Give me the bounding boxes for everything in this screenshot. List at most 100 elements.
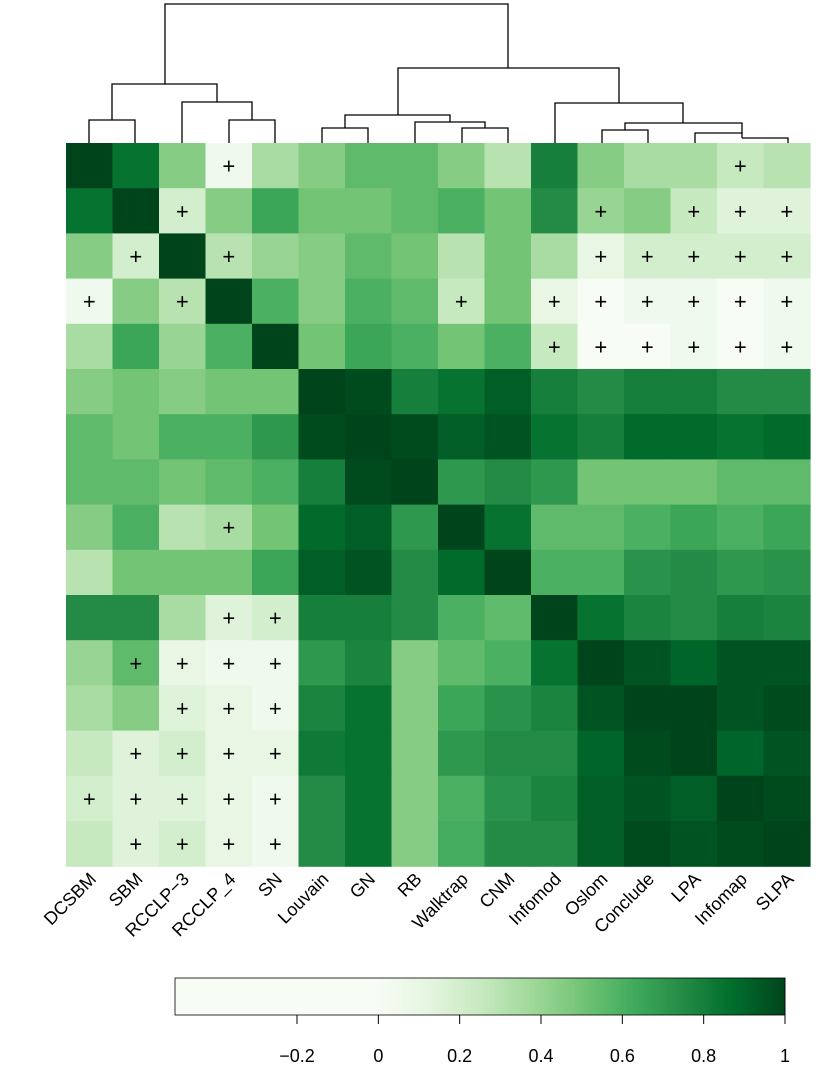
colorbar-swatch [489,978,493,1015]
heatmap-cell [252,730,300,777]
heatmap-cell [66,459,114,506]
colorbar-swatch [406,978,411,1015]
colorbar-swatch [748,978,752,1015]
colorbar-swatch [236,978,240,1015]
heatmap-cell [624,685,672,732]
colorbar-swatch [455,978,460,1015]
heatmap-cell [577,504,625,551]
colorbar-swatch [781,978,786,1015]
heatmap-cell [438,821,486,867]
heatmap-cell [624,188,672,234]
colorbar-swatch [464,978,469,1015]
heatmap-cell [205,504,253,551]
heatmap-cell [205,414,253,460]
colorbar-tick-label: 0.6 [610,1046,635,1066]
colorbar-swatch [257,978,261,1015]
heatmap-cell [205,143,253,189]
heatmap-cell [252,549,300,596]
heatmap-cell [438,775,486,822]
heatmap-cell [531,369,579,415]
colorbar-swatch [580,978,585,1015]
heatmap-cell [531,188,579,234]
colorbar-swatch [638,978,643,1015]
colorbar-swatch [528,978,533,1015]
heatmap-cell [717,233,765,280]
colorbar-swatch [461,978,466,1015]
heatmap-cell [670,188,718,234]
heatmap-cell [252,143,300,189]
significance-mark: + [269,786,282,811]
heatmap-cell [391,640,439,686]
colorbar-swatch [586,978,591,1015]
colorbar-swatch [507,978,511,1015]
colorbar-swatch [467,978,472,1015]
heatmap-cell [345,504,393,551]
colorbar-swatch [431,978,435,1015]
colorbar-swatch [434,978,438,1015]
heatmap-cell [205,685,253,732]
heatmap-cell [624,504,672,551]
heatmap-cell [205,459,253,506]
heatmap-cell [484,685,532,732]
colorbar-swatch [193,978,197,1015]
significance-mark: + [222,515,235,540]
heatmap-cell [205,640,253,686]
colorbar-swatch [705,978,710,1015]
heatmap-cell [531,323,579,370]
heatmap-cell [438,685,486,732]
heatmap-cell [66,821,114,867]
colorbar-frame [174,977,786,1016]
colorbar-swatch [724,978,728,1015]
significance-mark: + [269,606,282,631]
significance-mark: + [222,606,235,631]
heatmap-cell [531,730,579,777]
heatmap-cell [531,775,579,822]
heatmap-cell [763,188,811,234]
colorbar-swatch [757,978,762,1015]
heatmap-cell [159,278,207,325]
heatmap-cell [112,459,160,506]
heatmap-cell [763,821,811,867]
colorbar-swatch [397,978,402,1015]
heatmap-cell [670,549,718,596]
significance-mark: + [222,832,235,857]
colorbar-swatch [175,978,179,1015]
colorbar-swatch [632,978,637,1015]
colorbar-swatch [354,978,359,1015]
heatmap-cell [577,143,625,189]
significance-mark: + [269,741,282,766]
heatmap-cell [112,278,160,325]
colorbar-swatch [684,978,688,1015]
heatmap-cell [670,775,718,822]
heatmap-cell [484,549,532,596]
colorbar-swatch [501,978,505,1015]
colorbar-swatch [766,978,771,1015]
colorbar-swatch [449,978,454,1015]
dendrogram-branch [88,119,136,143]
heatmap-cell [345,595,393,641]
colorbar-swatch [211,978,216,1015]
heatmap-cell [763,278,811,325]
colorbar-swatch [428,978,432,1015]
significance-mark: + [641,244,654,269]
colorbar-swatch [220,978,225,1015]
colorbar-swatch [714,978,719,1015]
colorbar-swatch [525,978,530,1015]
heatmap-cell [252,504,300,551]
heatmap-cell [438,369,486,415]
significance-mark: + [594,289,607,314]
heatmap-cell [112,188,160,234]
significance-mark: + [269,832,282,857]
heatmap-cell [391,143,439,189]
colorbar-swatch [309,978,313,1015]
colorbar-swatch [537,978,542,1015]
colorbar-swatch [577,978,582,1015]
colorbar-swatch [760,978,765,1015]
heatmap-cell [345,414,393,460]
heatmap-cell [670,143,718,189]
colorbar-swatch [565,978,569,1015]
heatmap-cell [66,775,114,822]
colorbar-swatch [531,978,536,1015]
colorbar-swatch [519,978,524,1015]
colorbar-swatch [559,978,563,1015]
